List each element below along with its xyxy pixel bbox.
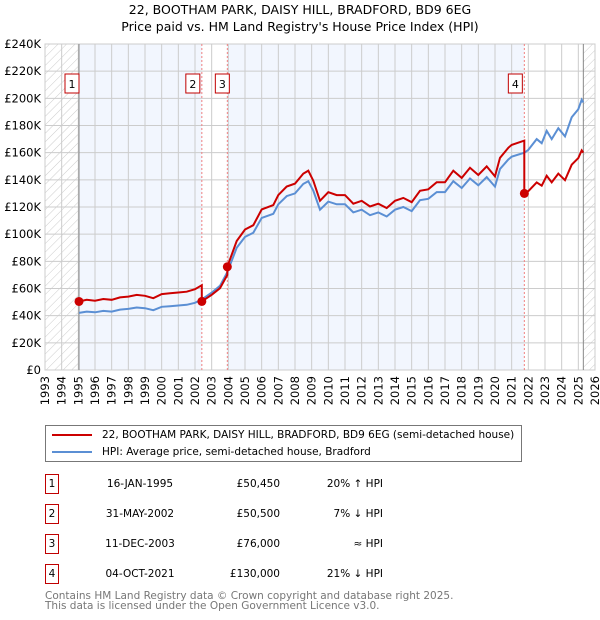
legend-swatch-red [52, 434, 92, 436]
legend-item-property: 22, BOOTHAM PARK, DAISY HILL, BRADFORD, … [46, 427, 514, 443]
plot-border [44, 43, 596, 371]
sale-label-box [507, 73, 523, 94]
x-tick-label: 1995 [71, 376, 85, 405]
x-tick-label: 2017 [438, 376, 452, 405]
sale-hpi-diff: 21% ↓ HPI [326, 568, 383, 580]
y-tick-label: £200K [4, 91, 41, 105]
sale-number-badge: 2 [45, 504, 59, 524]
y-tick-label: £40K [12, 309, 42, 323]
sale-point-2 [197, 296, 207, 306]
y-tick-label: £180K [4, 119, 41, 133]
x-tick-label: 2025 [571, 376, 585, 405]
y-tick-label: £160K [4, 146, 41, 160]
legend-label: HPI: Average price, semi-detached house,… [102, 446, 371, 458]
chart-subtitle: Price paid vs. HM Land Registry's House … [121, 19, 479, 34]
sale-price: £76,000 [236, 538, 280, 550]
sale-price: £50,500 [236, 508, 280, 520]
price-chart: 1993 1994 1995 1996 1997 1998 1999 2000 2001 2002… [4, 37, 600, 405]
legend-label: 22, BOOTHAM PARK, DAISY HILL, BRADFORD, … [102, 429, 515, 441]
sale-date: 16-JAN-1995 [106, 478, 174, 490]
sale-date: 31-MAY-2002 [105, 508, 175, 520]
x-tick-label: 2015 [405, 376, 419, 405]
y-tick-label: £140K [4, 173, 41, 187]
sale-label-box [64, 73, 80, 94]
x-tick-label: 2009 [305, 376, 319, 405]
x-tick-label: 1993 [38, 376, 52, 405]
sale-price: £50,450 [236, 478, 280, 490]
y-tick-label: £0 [26, 363, 41, 377]
sale-label-box [185, 73, 201, 94]
sale-date: 04-OCT-2021 [105, 568, 175, 580]
x-tick-label: 2026 [588, 376, 600, 405]
sale-label-2: 2 [189, 78, 196, 91]
x-tick-label: 2018 [455, 376, 469, 405]
y-tick-label: £80K [12, 254, 42, 268]
x-tick-label: 1997 [105, 376, 119, 405]
x-tick-label: 1994 [55, 376, 69, 405]
sale-hpi-diff: ≈ HPI [353, 538, 383, 550]
y-tick-label: £240K [4, 37, 41, 51]
sale-hpi-diff: 7% ↓ HPI [333, 508, 383, 520]
chart-title: 22, BOOTHAM PARK, DAISY HILL, BRADFORD, … [128, 2, 472, 17]
sale-number-badge: 1 [45, 474, 59, 494]
x-tick-label: 2013 [371, 376, 385, 405]
sale-point-1 [74, 296, 84, 306]
x-tick-label: 2016 [421, 376, 435, 405]
x-tick-label: 2023 [538, 376, 552, 405]
sale-point-3 [222, 262, 232, 272]
sale-label-1: 1 [69, 78, 76, 91]
footer-copyright: Contains HM Land Registry data © Crown c… [45, 590, 454, 602]
sale-number-badge: 3 [45, 534, 59, 554]
property-price-line [78, 139, 585, 304]
y-tick-label: £120K [4, 200, 41, 214]
x-tick-label: 2003 [205, 376, 219, 405]
x-tick-label: 2005 [238, 376, 252, 405]
sale-point-4 [519, 188, 529, 198]
x-tick-label: 2000 [155, 376, 169, 405]
sale-hpi-diff: 20% ↑ HPI [326, 478, 383, 490]
y-tick-label: £60K [12, 282, 42, 296]
x-tick-label: 2002 [188, 376, 202, 405]
x-tick-label: 2024 [555, 376, 569, 405]
x-tick-label: 1999 [138, 376, 152, 405]
x-tick-label: 2004 [221, 376, 235, 405]
x-tick-label: 2007 [271, 376, 285, 405]
sale-number-badge: 4 [45, 564, 59, 584]
y-tick-label: £220K [4, 64, 41, 78]
x-tick-label: 2010 [321, 376, 335, 405]
x-tick-label: 1996 [88, 376, 102, 405]
legend-item-hpi: HPI: Average price, semi-detached house,… [46, 444, 371, 460]
x-tick-label: 2021 [505, 376, 519, 405]
x-tick-label: 2020 [488, 376, 502, 405]
footer-licence: This data is licensed under the Open Gov… [45, 600, 380, 612]
x-tick-label: 2006 [255, 376, 269, 405]
legend: 22, BOOTHAM PARK, DAISY HILL, BRADFORD, … [45, 425, 522, 462]
x-tick-label: 2011 [338, 376, 352, 405]
x-tick-label: 2008 [288, 376, 302, 405]
sale-price: £130,000 [229, 568, 280, 580]
y-tick-label: £20K [12, 336, 42, 350]
x-tick-label: 2022 [521, 376, 535, 405]
x-tick-label: 2001 [171, 376, 185, 405]
sale-label-box [214, 73, 230, 94]
sale-date: 11-DEC-2003 [105, 538, 175, 550]
x-tick-label: 2014 [388, 376, 402, 405]
legend-swatch-blue [52, 451, 92, 453]
x-tick-label: 1998 [121, 376, 135, 405]
y-tick-label: £100K [4, 227, 41, 241]
x-tick-label: 2019 [471, 376, 485, 405]
sale-label-3: 3 [219, 78, 226, 91]
x-tick-label: 2012 [355, 376, 369, 405]
sale-label-4: 4 [512, 78, 519, 91]
